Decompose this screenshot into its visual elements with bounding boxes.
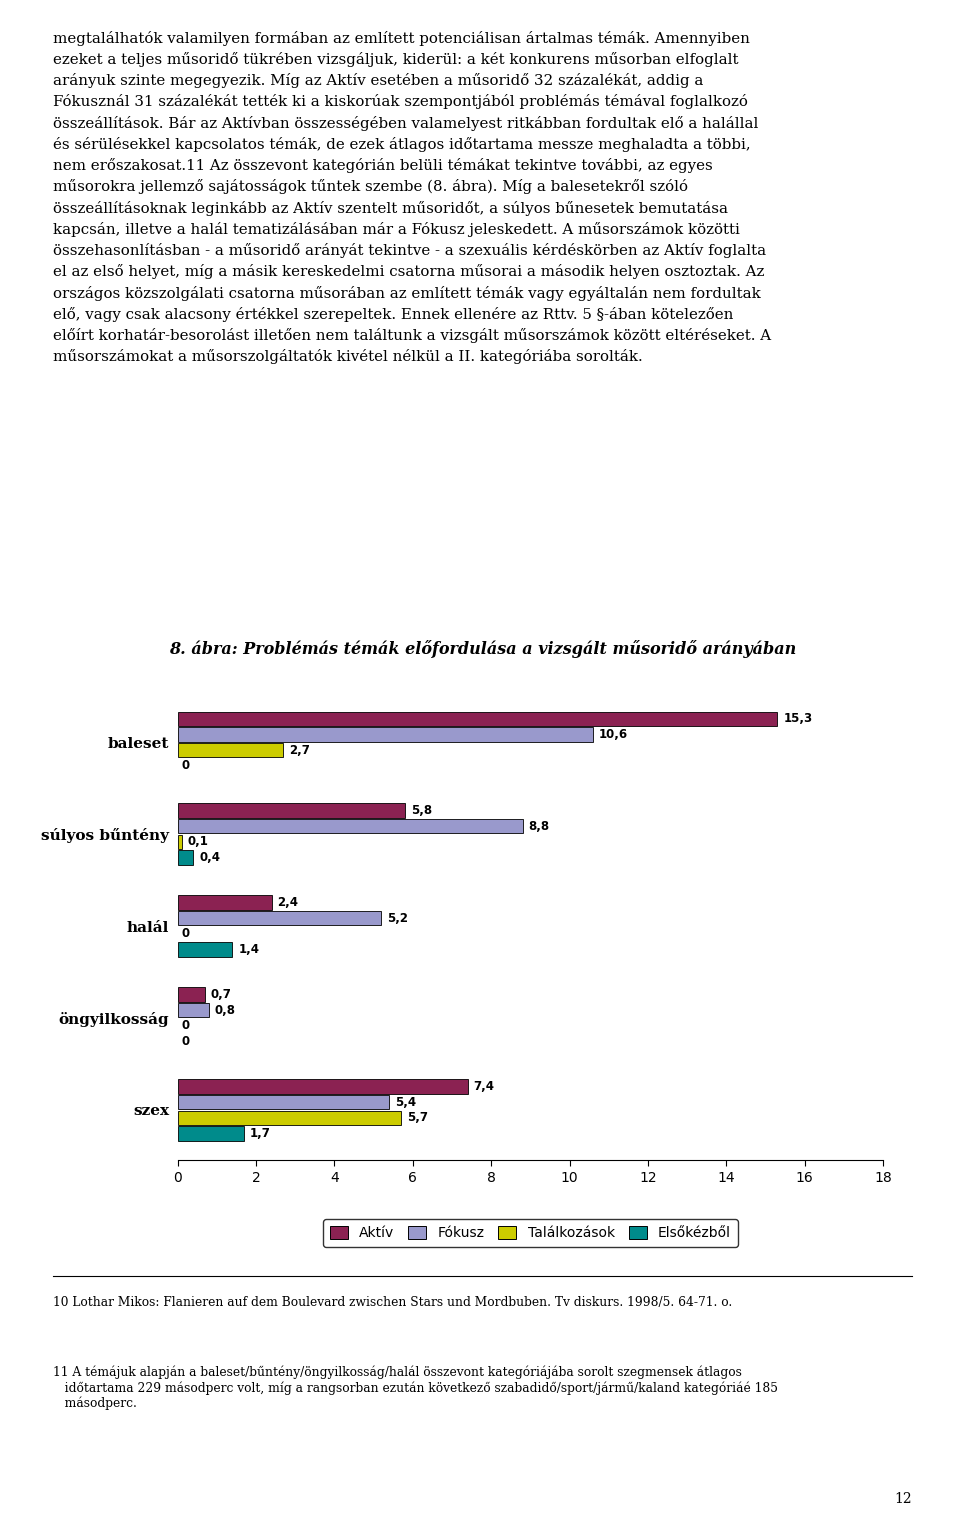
- Bar: [178, 1079, 468, 1094]
- Text: 2,4: 2,4: [277, 896, 299, 908]
- Text: 0: 0: [181, 759, 190, 772]
- Text: 10,6: 10,6: [599, 729, 628, 741]
- Bar: [178, 727, 593, 741]
- Bar: [178, 896, 272, 910]
- Bar: [178, 804, 405, 818]
- Text: 8. ábra: Problémás témák előfordulása a vizsgált műsoridő arányában: 8. ábra: Problémás témák előfordulása a …: [169, 641, 796, 658]
- Bar: [178, 850, 193, 865]
- Text: megtalálhatók valamilyen formában az említett potenciálisan ártalmas témák. Amen: megtalálhatók valamilyen formában az eml…: [53, 31, 771, 364]
- Text: 0,4: 0,4: [199, 851, 220, 864]
- Bar: [178, 942, 232, 956]
- Text: 1,7: 1,7: [251, 1127, 271, 1140]
- Text: 12: 12: [895, 1491, 912, 1506]
- Text: 11 A témájuk alapján a baleset/bűntény/öngyilkosság/halál összevont kategóriájáb: 11 A témájuk alapján a baleset/bűntény/ö…: [53, 1365, 778, 1411]
- Text: 2,7: 2,7: [289, 744, 310, 756]
- Text: 5,8: 5,8: [411, 804, 432, 818]
- Bar: [178, 835, 181, 848]
- Bar: [178, 742, 283, 758]
- Legend: Aktív, Fókusz, Találkozások, Elsőkézből: Aktív, Fókusz, Találkozások, Elsőkézből: [324, 1219, 737, 1247]
- Text: 0,8: 0,8: [215, 1004, 236, 1016]
- Text: 0: 0: [181, 1019, 190, 1033]
- Bar: [178, 1127, 244, 1140]
- Bar: [178, 712, 778, 725]
- Bar: [178, 911, 381, 925]
- Text: 15,3: 15,3: [783, 712, 812, 725]
- Text: 1,4: 1,4: [238, 944, 259, 956]
- Bar: [178, 1004, 209, 1017]
- Text: 0: 0: [181, 927, 190, 941]
- Text: 5,7: 5,7: [407, 1111, 428, 1124]
- Text: 0,1: 0,1: [187, 836, 208, 848]
- Text: 7,4: 7,4: [473, 1081, 494, 1093]
- Text: 5,2: 5,2: [387, 911, 408, 925]
- Text: 10 Lothar Mikos: Flanieren auf dem Boulevard zwischen Stars und Mordbuben. Tv di: 10 Lothar Mikos: Flanieren auf dem Boule…: [53, 1296, 732, 1308]
- Bar: [178, 1094, 390, 1110]
- Bar: [178, 819, 522, 833]
- Text: 5,4: 5,4: [396, 1096, 417, 1108]
- Text: 0: 0: [181, 1034, 190, 1048]
- Text: 8,8: 8,8: [528, 819, 549, 833]
- Bar: [178, 1111, 401, 1125]
- Bar: [178, 987, 205, 1002]
- Text: 0,7: 0,7: [211, 988, 231, 1001]
